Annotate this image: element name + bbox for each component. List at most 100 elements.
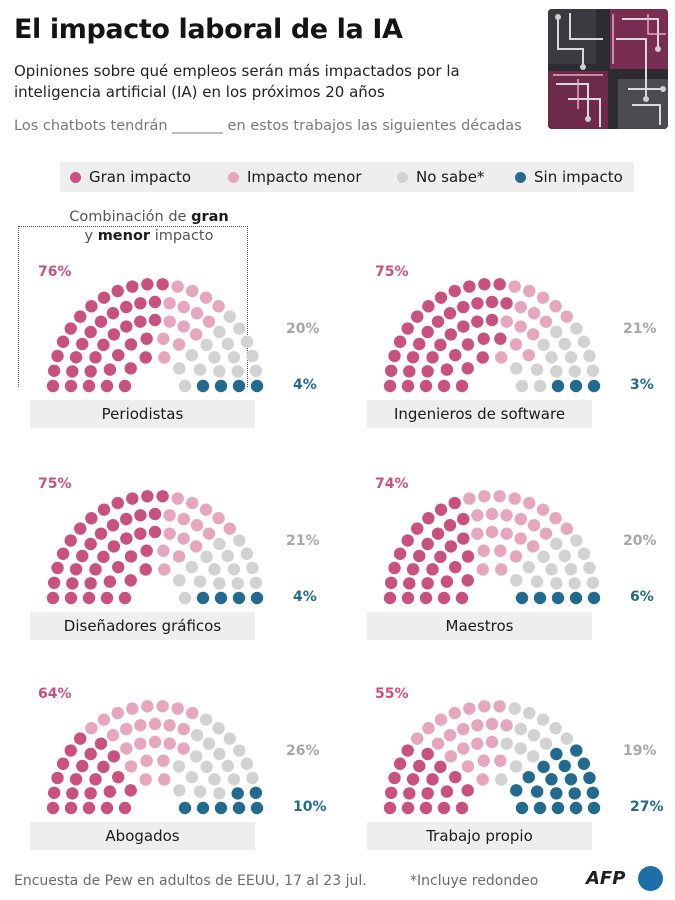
source-note: Encuesta de Pew en adultos de EEUU, 17 a… xyxy=(14,873,367,889)
dot-impacto-menor xyxy=(223,522,236,535)
dot-impacto-menor xyxy=(514,512,527,526)
dot-impacto-menor xyxy=(444,750,458,763)
dot-no-sabe xyxy=(172,760,186,773)
dot-gran-impacto xyxy=(120,300,133,314)
dot-gran-impacto xyxy=(494,332,507,345)
dot-impacto-menor xyxy=(156,700,169,713)
dot-impacto-menor xyxy=(478,700,491,713)
label-no-sabe: 21% xyxy=(623,321,657,337)
label-combined-impact: 55% xyxy=(375,686,409,702)
dot-impacto-menor xyxy=(172,550,186,563)
dot-impacto-menor xyxy=(111,706,124,720)
dot-sin-impacto xyxy=(214,379,228,393)
dot-gran-impacto xyxy=(64,379,78,393)
dot-gran-impacto xyxy=(457,532,470,545)
dot-gran-impacto xyxy=(476,351,489,364)
dot-impacto-menor xyxy=(140,754,153,767)
dot-impacto-menor xyxy=(158,351,171,364)
dot-impacto-menor xyxy=(523,284,536,298)
dot-impacto-menor xyxy=(493,700,506,713)
dot-gran-impacto xyxy=(388,771,401,785)
parliament-chart: 55% 19% 27% xyxy=(375,686,664,815)
dot-no-sabe xyxy=(510,362,523,375)
combination-note: Combinación de gran y menor impacto xyxy=(49,208,249,246)
dot-impacto-menor xyxy=(478,490,491,503)
dot-impacto-menor xyxy=(560,310,573,323)
dot-impacto-menor xyxy=(508,280,521,293)
dot-impacto-menor xyxy=(199,291,213,304)
dot-gran-impacto xyxy=(156,278,169,291)
parliament-chart: 74% 20% 6% xyxy=(375,476,657,605)
dot-no-sabe xyxy=(570,534,583,547)
dot-impacto-menor xyxy=(522,348,535,362)
dot-gran-impacto xyxy=(401,591,415,605)
dot-no-sabe xyxy=(173,574,186,587)
dot-gran-impacto xyxy=(431,527,445,540)
dot-gran-impacto xyxy=(141,278,154,291)
dot-no-sabe xyxy=(213,537,226,551)
dot-gran-impacto xyxy=(422,512,435,525)
dot-impacto-menor xyxy=(212,512,225,525)
dot-sin-impacto xyxy=(178,801,192,815)
dot-gran-impacto xyxy=(434,338,447,352)
dot-sin-impacto xyxy=(232,801,246,815)
dot-impacto-menor xyxy=(509,338,523,351)
dot-gran-impacto xyxy=(401,534,414,547)
dot-impacto-menor xyxy=(477,754,490,767)
dot-impacto-menor xyxy=(171,280,184,293)
dot-impacto-menor xyxy=(539,527,553,540)
afp-logo-text: AFP xyxy=(586,868,626,889)
dot-impacto-menor xyxy=(172,338,186,351)
dot-no-sabe xyxy=(568,577,581,590)
dot-gran-impacto xyxy=(82,801,96,815)
dot-sin-impacto xyxy=(232,379,246,393)
dot-impacto-menor xyxy=(134,737,147,750)
dot-impacto-menor xyxy=(177,512,190,526)
dot-gran-impacto xyxy=(100,379,114,393)
dot-impacto-menor xyxy=(508,492,521,505)
panel-label: Ingenieros de software xyxy=(367,400,592,428)
dot-gran-impacto xyxy=(97,503,111,516)
dot-no-sabe xyxy=(200,760,213,774)
legend-gran-impacto: Gran impacto xyxy=(70,162,191,192)
dot-no-sabe xyxy=(185,560,198,574)
dot-no-sabe xyxy=(495,773,508,786)
dot-sin-impacto xyxy=(587,591,601,605)
panel-label: Maestros xyxy=(367,612,592,640)
dot-gran-impacto xyxy=(94,527,108,540)
dot-gran-impacto xyxy=(46,591,60,605)
dot-gran-impacto xyxy=(134,509,147,522)
dot-sin-impacto xyxy=(577,757,591,770)
dot-no-sabe xyxy=(508,702,521,715)
dot-sin-impacto xyxy=(551,801,565,815)
dot-impacto-menor xyxy=(186,496,199,510)
dot-sin-impacto xyxy=(510,784,523,797)
dot-gran-impacto xyxy=(66,787,79,800)
dot-gran-impacto xyxy=(107,750,121,763)
dot-impacto-menor xyxy=(526,540,540,553)
dot-impacto-menor xyxy=(106,729,120,742)
dot-impacto-menor xyxy=(463,702,476,715)
dot-gran-impacto xyxy=(434,503,448,516)
dot-no-sabe xyxy=(246,771,259,785)
dot-impacto-menor xyxy=(171,492,184,505)
dot-gran-impacto xyxy=(134,297,147,310)
dot-gran-impacto xyxy=(443,307,457,320)
dot-gran-impacto xyxy=(406,563,420,576)
dot-impacto-menor xyxy=(190,519,204,532)
dot-gran-impacto xyxy=(111,496,124,510)
dot-gran-impacto xyxy=(443,519,457,532)
dot-gran-impacto xyxy=(47,786,61,799)
dot-no-sabe xyxy=(233,322,246,335)
chart-panel-disenadores: 75% 21% 4% Diseñadores gráficos xyxy=(30,438,330,640)
dot-gran-impacto xyxy=(134,527,147,540)
label-no-sabe: 26% xyxy=(286,743,320,759)
dot-impacto-menor xyxy=(549,512,562,525)
dot-impacto-menor xyxy=(163,297,176,310)
dot-gran-impacto xyxy=(448,496,461,510)
page-title: El impacto laboral de la IA xyxy=(14,14,403,45)
dot-no-sabe xyxy=(249,576,263,589)
dot-impacto-menor xyxy=(97,713,111,726)
dot-gran-impacto xyxy=(156,490,169,503)
dot-no-sabe xyxy=(233,534,246,547)
